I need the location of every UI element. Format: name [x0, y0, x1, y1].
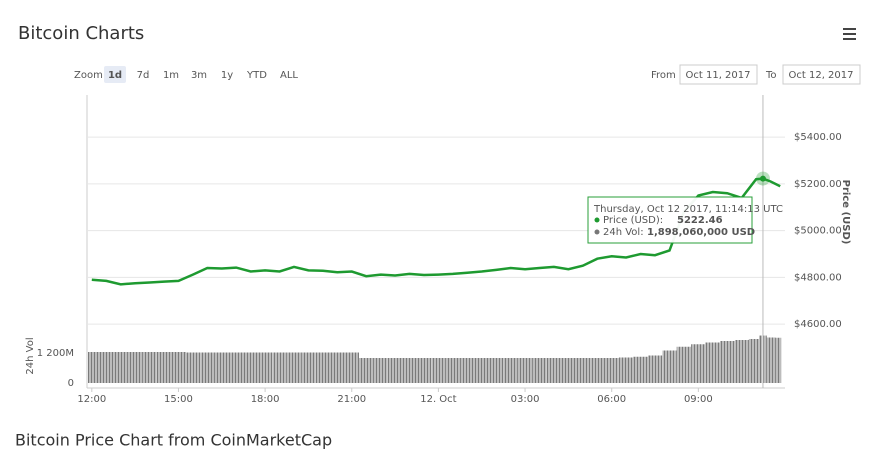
- volume-bar: [171, 352, 186, 383]
- x-tick-label: 06:00: [597, 394, 626, 405]
- x-tick-label: 21:00: [337, 394, 366, 405]
- volume-bar: [88, 352, 100, 383]
- page-title: Bitcoin Charts: [18, 23, 144, 44]
- volume-bar: [720, 341, 735, 383]
- from-label: From: [651, 70, 676, 81]
- y-tick-label: $5200.00: [794, 179, 842, 190]
- volume-bar: [315, 352, 331, 383]
- volume-bar: [99, 352, 114, 383]
- tooltip-date: Thursday, Oct 12 2017, 11:14:13 UTC: [593, 204, 783, 215]
- x-tick-label: 18:00: [251, 394, 280, 405]
- volume-bar: [705, 342, 721, 383]
- x-tick-label: 03:00: [511, 394, 540, 405]
- hover-point: [759, 175, 766, 182]
- zoom-button-label: 1m: [163, 70, 179, 81]
- zoom-button-label: 1y: [221, 70, 233, 81]
- zoom-button-label: 1d: [108, 70, 122, 81]
- from-input[interactable]: [679, 64, 758, 85]
- volume-bar: [402, 358, 417, 383]
- tooltip-price: 5222.46: [677, 215, 723, 226]
- zoom-button[interactable]: [104, 66, 126, 83]
- x-tick-label: 09:00: [684, 394, 713, 405]
- from-date: Oct 11, 2017: [686, 70, 751, 81]
- y-tick-label: $5400.00: [794, 132, 842, 143]
- y-axis-title: Price (USD): [840, 180, 851, 245]
- y-tick-label: $5000.00: [794, 226, 842, 237]
- tooltip: Thursday, Oct 12 2017, 11:14:13 UTCPrice…: [587, 196, 783, 244]
- tooltip-vol: 1,898,060,000 USD: [647, 227, 755, 238]
- volume-bar: [561, 358, 576, 383]
- to-date: Oct 12, 2017: [789, 70, 854, 81]
- to-label: To: [765, 70, 777, 81]
- tooltip-price-label: Price (USD):: [603, 215, 663, 226]
- to-input[interactable]: [782, 64, 861, 85]
- tooltip-dot: [594, 229, 600, 235]
- caption: Bitcoin Price Chart from CoinMarketCap: [15, 431, 332, 450]
- volume-bar: [748, 339, 760, 383]
- x-tick-label: 12:00: [77, 394, 106, 405]
- volume-bar: [488, 358, 504, 383]
- volume-bar: [474, 358, 489, 383]
- tooltip-vol-label: 24h Vol:: [603, 227, 644, 238]
- zoom-button-label: 3m: [191, 70, 207, 81]
- zoom-button-label: ALL: [280, 70, 298, 81]
- x-tick-label: 15:00: [164, 394, 193, 405]
- volume-bar: [243, 352, 258, 383]
- zoom-label: Zoom: [74, 70, 103, 81]
- x-tick-label: 12. Oct: [420, 394, 456, 405]
- y-tick-label: $4600.00: [794, 319, 842, 330]
- volume-bar: [330, 352, 345, 383]
- y-tick-label: 1 200M: [37, 348, 74, 359]
- zoom-button-label: YTD: [246, 70, 267, 81]
- volume-bar: [775, 337, 782, 383]
- y-tick-label: $4800.00: [794, 272, 842, 283]
- y-axis-title: 24h Vol: [25, 337, 36, 374]
- volume-bar: [633, 356, 648, 383]
- tooltip-dot: [594, 217, 600, 223]
- menu-icon[interactable]: [843, 28, 856, 40]
- tooltip-box: [587, 196, 753, 244]
- zoom-button-label: 7d: [137, 70, 150, 81]
- y-tick-label: 0: [68, 378, 74, 389]
